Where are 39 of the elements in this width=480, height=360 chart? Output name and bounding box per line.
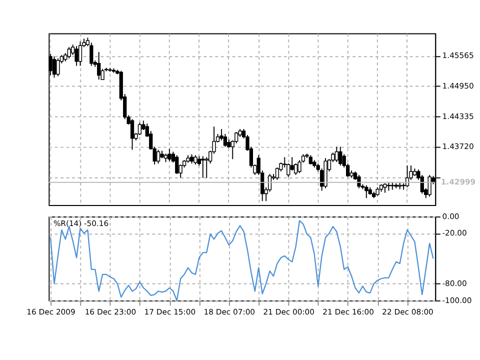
candlestick — [168, 148, 172, 162]
candlestick — [201, 156, 205, 178]
candlestick — [308, 154, 312, 166]
candlestick — [223, 133, 227, 148]
x-tick-label: 21 Dec 00:00 — [263, 307, 315, 316]
x-tick-label: 16 Dec 23:00 — [84, 307, 136, 316]
candlestick — [175, 154, 179, 174]
y-tick-label: 0.00 — [442, 212, 460, 221]
candlestick — [364, 184, 368, 199]
candlestick — [190, 154, 194, 164]
x-tick-label: 22 Dec 08:00 — [382, 307, 434, 316]
candlestick — [334, 146, 338, 163]
candlestick — [56, 58, 60, 77]
x-tick-label: 16 Dec 2009 — [26, 307, 76, 316]
candlestick — [338, 146, 342, 166]
x-tick-label: 18 Dec 07:00 — [204, 307, 256, 316]
y-tick-label: 1.43720 — [442, 142, 474, 152]
x-tick-label: 21 Dec 16:00 — [322, 307, 374, 316]
candlestick — [78, 41, 82, 66]
line-series — [50, 220, 434, 302]
candlestick — [74, 46, 78, 66]
y-tick-label: 1.44950 — [442, 81, 474, 90]
candlestick — [97, 52, 101, 80]
chart-title: %R(14) -50.16 — [53, 219, 109, 228]
ref-line-label: 1.42999 — [440, 177, 476, 186]
candlestick — [156, 149, 160, 164]
y-tick-label: -20.00 — [442, 228, 468, 238]
y-tick-label: 1.45565 — [442, 51, 474, 60]
candlestick — [357, 174, 361, 189]
candlestick — [383, 182, 387, 194]
y-tick-label: 1.44335 — [442, 112, 474, 121]
y-tick-label: -100.00 — [442, 296, 472, 305]
y-tick-label: -80.00 — [442, 279, 468, 288]
candlestick — [130, 118, 134, 150]
candlestick — [428, 174, 432, 198]
candlestick — [52, 56, 56, 78]
candlestick — [67, 46, 71, 59]
x-tick-label: 17 Dec 15:00 — [144, 307, 196, 316]
candlestick — [194, 154, 198, 166]
